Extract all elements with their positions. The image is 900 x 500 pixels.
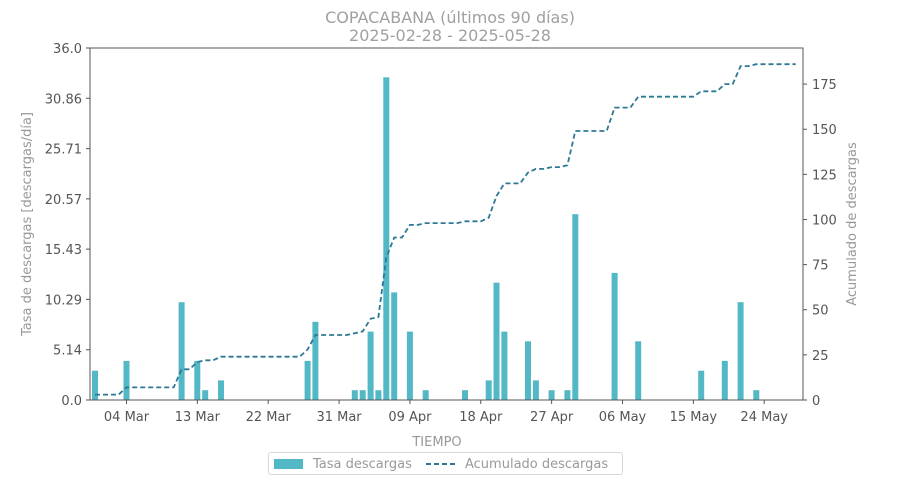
right-tick-label: 25 (812, 349, 829, 364)
x-tick-label: 09 Apr (388, 410, 432, 425)
left-tick-label: 20.57 (45, 193, 82, 208)
bar (367, 331, 374, 400)
legend-line-swatch (426, 463, 456, 465)
cumulative-line (95, 63, 796, 396)
bar (548, 390, 555, 400)
x-tick-label: 18 Apr (459, 410, 503, 425)
left-tick-label: 15.43 (45, 243, 82, 258)
left-tick-label: 5.14 (53, 344, 82, 359)
right-tick-label: 100 (812, 213, 837, 228)
bar (391, 292, 398, 400)
x-tick-label: 24 May (740, 410, 788, 425)
bar (92, 370, 98, 400)
right-tick-label: 0 (812, 394, 820, 409)
bar (383, 77, 390, 401)
bar (359, 390, 366, 400)
right-tick-label: 150 (812, 123, 837, 138)
bar (635, 341, 642, 400)
bar (312, 321, 319, 400)
plot-frame (89, 47, 804, 401)
bar (525, 341, 531, 400)
bars-group (92, 77, 760, 401)
bar (493, 282, 500, 400)
y-axis-left-label: Tasa de descargas [descargas/día] (20, 112, 35, 337)
x-tick-label: 13 Mar (175, 410, 221, 425)
left-tick-label: 36.0 (53, 42, 82, 57)
bar (375, 390, 382, 400)
bar (532, 380, 539, 400)
right-tick-label: 175 (812, 78, 837, 93)
left-tick-label: 0.0 (61, 394, 82, 409)
bar (351, 390, 358, 400)
bar (572, 214, 579, 400)
legend-bar-swatch (274, 459, 303, 469)
bar (564, 390, 571, 400)
legend: Tasa descargas Acumulado descargas (268, 452, 623, 475)
bar (611, 272, 618, 400)
y-axis-right-label: Acumulado de descargas (845, 142, 860, 306)
bar (406, 331, 413, 400)
bar (462, 390, 468, 400)
bar (422, 390, 429, 400)
bar (304, 360, 311, 400)
chart-subtitle: 2025-02-28 - 2025-05-28 (349, 26, 551, 45)
right-tick-label: 50 (812, 304, 829, 319)
cumulative-line-group (95, 63, 796, 396)
bar (194, 360, 201, 400)
bar (721, 360, 728, 400)
bar (737, 302, 744, 400)
x-tick-label: 06 May (599, 410, 647, 425)
x-tick-label: 27 Apr (530, 410, 574, 425)
right-tick-label: 125 (812, 168, 837, 183)
left-tick-label: 10.29 (45, 293, 82, 308)
x-tick-label: 15 May (670, 410, 718, 425)
bar (123, 360, 130, 400)
legend-label-rate: Tasa descargas (313, 457, 412, 472)
left-axis-ticks: 0.0 5.14 10.29 15.43 20.57 25.71 30.86 36.0 (45, 42, 90, 409)
bar (218, 380, 224, 400)
x-axis-label: TIEMPO (411, 435, 461, 450)
right-axis-ticks: 0 25 50 75 100 125 150 175 (803, 78, 837, 409)
bar (698, 370, 705, 400)
bar (485, 380, 492, 400)
bar (753, 390, 760, 400)
chart-title: COPACABANA (últimos 90 días) (325, 8, 575, 27)
x-tick-label: 31 Mar (316, 410, 362, 425)
x-axis-ticks: 04 Mar 13 Mar 22 Mar 31 Mar 09 Apr 18 Apr 27 A… (104, 400, 788, 425)
x-tick-label: 04 Mar (104, 410, 150, 425)
left-tick-label: 25.71 (45, 143, 82, 158)
right-tick-label: 75 (812, 259, 829, 274)
bar (501, 331, 508, 400)
bar (202, 390, 209, 400)
x-tick-label: 22 Mar (246, 410, 292, 425)
left-tick-label: 30.86 (45, 92, 82, 107)
legend-label-cumulative: Acumulado descargas (465, 457, 609, 472)
bar (178, 302, 185, 400)
